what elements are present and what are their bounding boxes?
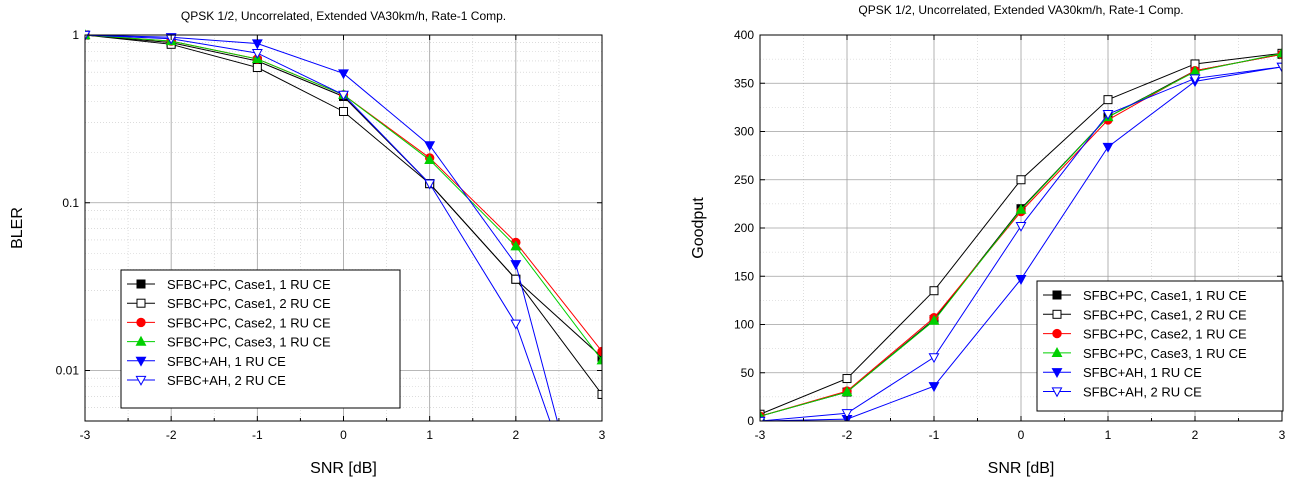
legend-marker (136, 317, 146, 328)
y-tick-label: 0.1 (62, 196, 79, 210)
legend-marker (1051, 347, 1063, 357)
x-tick-label: 3 (1279, 428, 1286, 442)
legend-label: SFBC+AH, 1 RU CE (167, 354, 286, 369)
ticks (84, 34, 603, 421)
data-point (1102, 110, 1114, 120)
data-point (424, 141, 436, 152)
chart-2: -3 -2 -1 0 1 2 3 0 50 100 150 200 250 300 350 400 QPSK 1… (690, 3, 1286, 477)
data-point (1189, 74, 1201, 85)
legend-label: SFBC+PC, Case3, 1 RU CE (1083, 346, 1247, 361)
data-point (251, 49, 263, 59)
y-tick-label: 50 (741, 366, 755, 380)
series-group (85, 29, 602, 421)
data-point (1016, 175, 1026, 185)
legend-label: SFBC+PC, Case3, 1 RU CE (167, 335, 331, 350)
data-point (841, 386, 853, 397)
data-point (510, 240, 522, 251)
x-tick-label: 2 (1192, 428, 1199, 442)
legend-marker (136, 279, 146, 289)
data-point (510, 260, 522, 271)
legend: SFBC+PC, Case1, 1 RU CE SFBC+PC, Case1, 2… (1036, 280, 1284, 412)
legend-marker (135, 375, 147, 386)
y-tick-label: 0 (747, 414, 754, 428)
y-tick-label: 350 (734, 76, 754, 90)
data-point (928, 353, 940, 364)
data-point (1015, 203, 1027, 214)
data-point (424, 154, 436, 165)
legend-label: SFBC+PC, Case1, 1 RU CE (1083, 288, 1247, 303)
legend-label: SFBC+PC, Case1, 2 RU CE (167, 296, 331, 311)
x-tick-label: 2 (512, 428, 519, 442)
x-tick-label: -2 (166, 428, 177, 442)
y-axis-label: Goodput (690, 197, 707, 259)
data-point (252, 63, 262, 73)
y-tick-label: 0.01 (56, 364, 80, 378)
legend-label: SFBC+PC, Case2, 1 RU CE (1083, 327, 1247, 342)
legend: SFBC+PC, Case1, 1 RU CE SFBC+PC, Case1, 2… (120, 269, 401, 409)
legend-box (120, 269, 401, 409)
data-point (928, 382, 940, 393)
y-tick-label: 1 (72, 28, 79, 42)
data-point (1276, 47, 1282, 58)
data-point (1102, 142, 1114, 153)
chart-1: -3 -2 -1 0 1 2 3 1 0.1 0.01 QPSK 1/2, Uncorrelated… (9, 9, 606, 477)
chart-title: QPSK 1/2, Uncorrelated, Extended VA30km/… (858, 3, 1183, 17)
legend-marker (1051, 368, 1063, 379)
legend-label: SFBC+PC, Case1, 2 RU CE (1083, 307, 1247, 322)
data-point (338, 69, 349, 80)
legend-marker (135, 356, 147, 367)
data-point (1103, 95, 1113, 105)
chart-title: QPSK 1/2, Uncorrelated, Extended VA30km/… (181, 9, 506, 23)
x-tick-label: 0 (340, 428, 347, 442)
data-point (597, 389, 602, 399)
data-point (424, 179, 436, 190)
y-tick-label: 300 (734, 125, 754, 139)
data-point (596, 354, 602, 365)
data-point (1276, 62, 1282, 73)
data-point (841, 409, 853, 420)
x-tick-label: -3 (80, 428, 91, 442)
x-tick-label: 3 (599, 428, 606, 442)
x-tick-label: -1 (929, 428, 940, 442)
data-point (1015, 275, 1027, 285)
x-tick-label: 1 (426, 428, 433, 442)
y-tick-label: 250 (734, 173, 754, 187)
legend-marker (135, 335, 147, 346)
legend-marker (1051, 387, 1063, 398)
x-tick-label: 1 (1105, 428, 1112, 442)
legend-marker (1052, 328, 1062, 339)
legend-label: SFBC+PC, Case1, 1 RU CE (167, 277, 331, 292)
x-tick-label: -1 (252, 428, 263, 442)
y-tick-label: 100 (734, 318, 754, 332)
legend-label: SFBC+PC, Case2, 1 RU CE (167, 315, 331, 330)
x-tick-label: -2 (842, 428, 853, 442)
y-tick-label: 200 (734, 221, 754, 235)
data-point (510, 319, 522, 330)
data-point (760, 416, 766, 421)
y-tick-label: 400 (734, 28, 754, 42)
data-point (928, 314, 940, 325)
legend-marker (1052, 309, 1062, 319)
data-point (1015, 221, 1027, 232)
legend-label: SFBC+AH, 1 RU CE (1083, 365, 1202, 380)
legend-label: SFBC+AH, 2 RU CE (167, 373, 286, 388)
x-axis-label: SNR [dB] (988, 460, 1055, 477)
data-point (85, 30, 91, 41)
x-tick-label: 0 (1018, 428, 1025, 442)
legend-box (1036, 280, 1284, 412)
x-tick-label: -3 (755, 428, 766, 442)
series-group (760, 47, 1282, 421)
legend-marker (136, 298, 146, 308)
y-tick-label: 150 (734, 269, 754, 283)
legend-marker (1052, 290, 1062, 300)
data-point (929, 286, 939, 296)
y-axis-label: BLER (9, 207, 26, 249)
data-point (338, 90, 349, 101)
data-point (842, 374, 852, 384)
data-point (339, 106, 348, 116)
x-axis-label: SNR [dB] (310, 460, 377, 477)
legend-label: SFBC+AH, 2 RU CE (1083, 385, 1202, 400)
